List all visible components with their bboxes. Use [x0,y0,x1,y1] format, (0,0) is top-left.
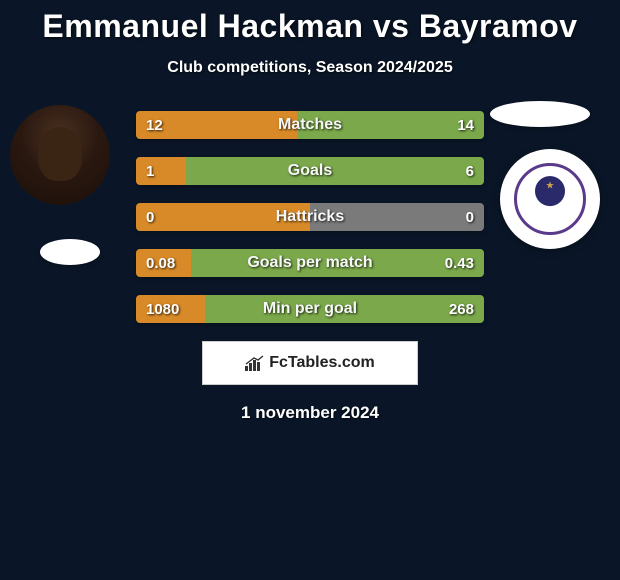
stat-row: Goals16 [136,157,484,185]
bar-track [136,249,484,277]
player-left-flag [40,239,100,265]
bar-left-fill [136,157,186,185]
bar-right-fill [205,295,484,323]
brand-chart-icon [245,355,265,371]
brand-text: FcTables.com [269,354,375,372]
subtitle: Club competitions, Season 2024/2025 [0,59,620,77]
bar-left-fill [136,295,205,323]
page-title: Emmanuel Hackman vs Bayramov [0,8,620,45]
bar-left-fill [136,249,191,277]
stat-row: Min per goal1080268 [136,295,484,323]
player-left-avatar [10,105,110,205]
bar-left-fill [136,111,297,139]
bar-track [136,203,484,231]
bar-right-fill [186,157,484,185]
infographic-container: Emmanuel Hackman vs Bayramov Club compet… [0,0,620,423]
stat-row: Goals per match0.080.43 [136,249,484,277]
bar-track [136,295,484,323]
player-right-crest [500,149,600,249]
stat-row: Hattricks00 [136,203,484,231]
crest-icon [514,163,586,235]
stat-row: Matches1214 [136,111,484,139]
bar-track [136,111,484,139]
bar-right-fill [297,111,484,139]
player-right-flag [490,101,590,127]
brand-box[interactable]: FcTables.com [202,341,418,385]
bar-left-fill [136,203,310,231]
bar-track [136,157,484,185]
content-area: Matches1214 Goals16 Hattricks00 Goals per m… [0,111,620,423]
date-line: 1 november 2024 [0,403,620,423]
bar-right-fill [191,249,484,277]
bar-right-fill [310,203,484,231]
stats-bars: Matches1214 Goals16 Hattricks00 Goals per m… [136,111,484,323]
